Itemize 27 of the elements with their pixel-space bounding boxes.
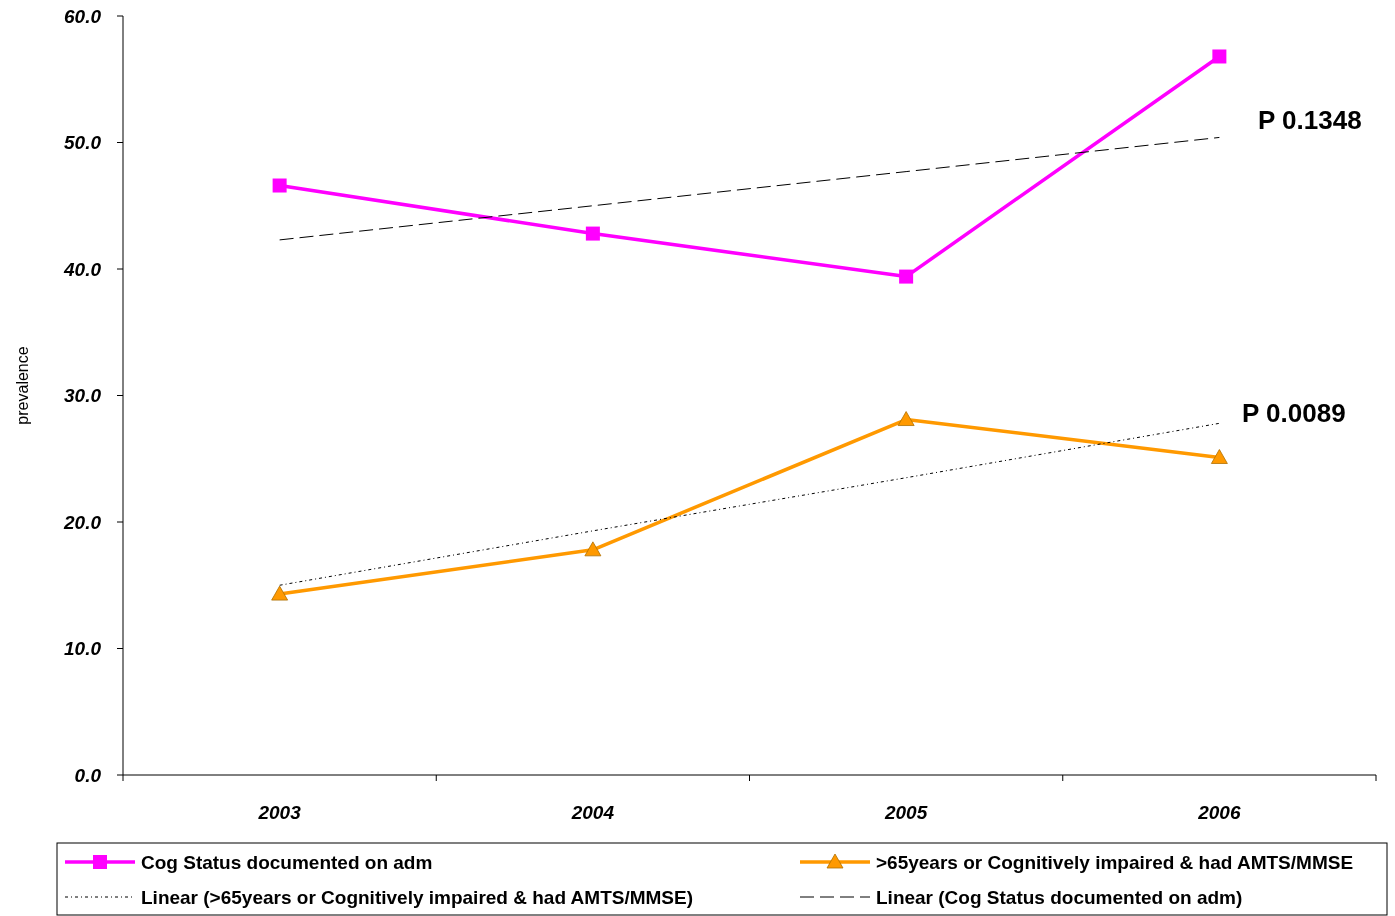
point (584, 541, 602, 557)
annotation: P 0.1348 (1258, 105, 1362, 136)
legend-label: >65years or Cognitively impaired & had AMTS/MMSE (876, 851, 1354, 873)
point (897, 411, 915, 426)
x-tick-label: 2006 (1197, 802, 1241, 823)
y-axis-title: prevalence (14, 346, 31, 425)
y-tick-label: 0.0 (74, 764, 102, 786)
y-tick-label: 40.0 (63, 258, 102, 280)
point (272, 178, 287, 193)
y-tick-label: 50.0 (64, 132, 102, 154)
y-tick-label: 10.0 (64, 638, 102, 660)
annotation: P 0.0089 (1242, 398, 1346, 429)
point (899, 269, 914, 284)
y-tick-label: 30.0 (64, 385, 102, 407)
point (1210, 449, 1228, 464)
point (585, 226, 600, 241)
x-tick-label: 2003 (257, 802, 302, 823)
x-tick-label: 2005 (883, 802, 928, 823)
y-tick-label: 20.0 (63, 511, 102, 533)
point (1212, 49, 1227, 64)
legend-label: Cog Status documented on adm (141, 851, 433, 873)
point (271, 585, 289, 601)
y-tick-label: 60.0 (64, 5, 102, 27)
legend-label: Linear (Cog Status documented on adm) (876, 886, 1243, 908)
legend-label: Linear (>65years or Cognitively impaired & had AMTS/MMSE) (141, 886, 694, 908)
x-tick-label: 2004 (570, 802, 615, 823)
line-series (279, 136, 1220, 241)
